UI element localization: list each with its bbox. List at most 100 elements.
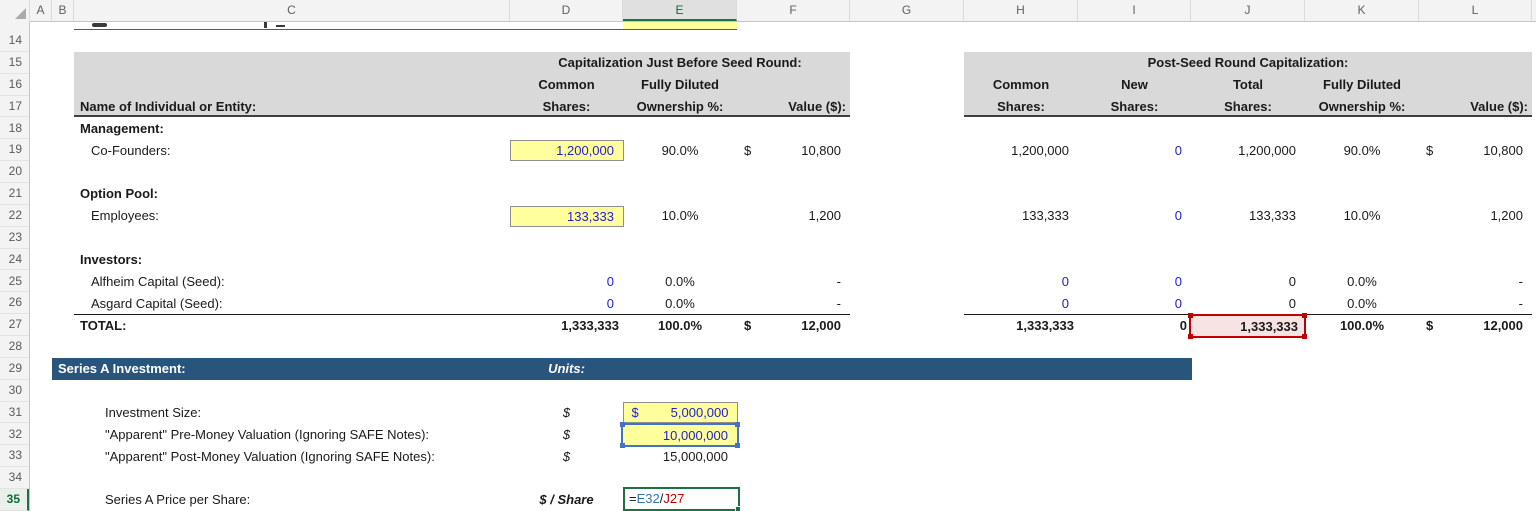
input-cell-pre-money-fill[interactable]	[623, 423, 737, 446]
unit-post-money[interactable]: $	[562, 448, 571, 464]
row-label-post-money[interactable]: "Apparent" Post-Money Valuation (Ignorin…	[105, 448, 435, 464]
row-header-33[interactable]: 33	[0, 445, 29, 468]
pre-seed-title[interactable]: Capitalization Just Before Seed Round:	[558, 55, 802, 70]
pre-seed-col-value[interactable]: Value ($):	[788, 98, 846, 114]
row-header-32[interactable]: 32	[0, 424, 29, 446]
ref-handle[interactable]	[620, 421, 625, 427]
row-header-17[interactable]: 17	[0, 96, 29, 118]
post-seed-col-fd-line2[interactable]: Ownership %:	[1318, 98, 1406, 114]
partial-row-yellow-cell[interactable]	[623, 22, 737, 29]
cell-cofounders-post-new[interactable]: 0	[1174, 142, 1182, 158]
fill-handle[interactable]	[735, 506, 741, 511]
post-seed-col-new-line2[interactable]: Shares:	[1110, 98, 1159, 114]
cell-cofounders-post-pct[interactable]: 90.0%	[1343, 142, 1381, 158]
column-header-K[interactable]: K	[1305, 0, 1419, 21]
column-header-C[interactable]: C	[74, 0, 510, 21]
row-label-asgard[interactable]: Asgard Capital (Seed):	[91, 295, 223, 311]
pre-seed-col-fd-line2[interactable]: Ownership %:	[636, 98, 724, 114]
cell-cofounders-pre-value[interactable]: $10,800	[737, 140, 850, 162]
cell-employees-post-total[interactable]: 133,333	[1249, 208, 1296, 223]
cell-alfheim-post-value[interactable]: -	[1518, 273, 1523, 289]
cell-asgard-post-new[interactable]: 0	[1174, 295, 1182, 311]
cell-total-post-pct[interactable]: 100.0%	[1339, 317, 1385, 333]
cell-total-post-total[interactable]: 1,333,333	[1240, 318, 1298, 334]
cell-alfheim-post-common[interactable]: 0	[1061, 273, 1069, 289]
row-header-16[interactable]: 16	[0, 74, 29, 96]
unit-investment-size[interactable]: $	[562, 404, 571, 420]
row-header-29[interactable]: 29	[0, 358, 29, 380]
post-seed-col-common-line2[interactable]: Shares:	[997, 98, 1045, 114]
cell-asgard-pre-pct[interactable]: 0.0%	[665, 295, 695, 311]
cell-employees-post-common[interactable]: 133,333	[1022, 208, 1069, 223]
row-header-15[interactable]: 15	[0, 52, 29, 74]
cell-employees-pre-value[interactable]: 1,200	[808, 208, 841, 223]
column-header-E-selected[interactable]: E	[623, 0, 737, 21]
row-header-22[interactable]: 22	[0, 205, 29, 227]
unit-price-per-share[interactable]: $ / Share	[539, 492, 594, 507]
cell-total-pre-pct[interactable]: 100.0%	[657, 317, 703, 333]
select-all-corner[interactable]	[0, 0, 30, 22]
post-seed-title[interactable]: Post-Seed Round Capitalization:	[1147, 55, 1349, 70]
formula-reference-red-J27[interactable]: 1,333,333	[1188, 312, 1307, 339]
ref-handle[interactable]	[1188, 312, 1193, 318]
cell-alfheim-post-total[interactable]: 0	[1288, 273, 1296, 289]
series-a-section-bar[interactable]: Series A Investment: Units:	[52, 357, 1192, 380]
cell-alfheim-pre-shares[interactable]: 0	[606, 273, 614, 289]
formula-reference-blue-E32[interactable]: 10,000,000	[620, 421, 740, 448]
post-seed-col-fd-line1[interactable]: Fully Diluted	[1323, 77, 1401, 92]
input-cell-cofounders-shares[interactable]: 1,200,000	[510, 140, 624, 161]
column-header-A[interactable]: A	[30, 0, 52, 21]
cell-asgard-post-pct[interactable]: 0.0%	[1347, 295, 1377, 311]
ref-handle[interactable]	[735, 421, 740, 427]
input-cell-employees-shares[interactable]: 133,333	[510, 205, 624, 227]
column-header-H[interactable]: H	[964, 0, 1078, 21]
cell-alfheim-post-pct[interactable]: 0.0%	[1347, 273, 1377, 289]
row-header-28[interactable]: 28	[0, 336, 29, 358]
row-header-24[interactable]: 24	[0, 249, 29, 271]
row-header-27[interactable]: 27	[0, 314, 29, 337]
cell-employees-post-new[interactable]: 0	[1174, 208, 1182, 223]
ref-handle[interactable]	[620, 442, 625, 448]
cell-alfheim-post-new[interactable]: 0	[1174, 273, 1182, 289]
cell-cofounders-post-value[interactable]: $10,800	[1419, 140, 1532, 162]
post-seed-col-total-line2[interactable]: Shares:	[1224, 98, 1272, 114]
cell-employees-pre-pct[interactable]: 10.0%	[661, 208, 699, 223]
row-label-price-per-share[interactable]: Series A Price per Share:	[105, 492, 251, 507]
cell-cofounders-post-total[interactable]: 1,200,000	[1238, 142, 1296, 158]
cell-total-post-value[interactable]: $12,000	[1419, 315, 1532, 337]
post-seed-col-common-line1[interactable]: Common	[992, 77, 1050, 92]
formula-edit-cell-E35[interactable]: =E32/J27	[623, 487, 741, 511]
row-label-cofounders[interactable]: Co-Founders:	[91, 142, 171, 158]
cell-total-pre-value[interactable]: $12,000	[737, 315, 850, 337]
row-header-20[interactable]: 20	[0, 161, 29, 184]
post-seed-col-value[interactable]: Value ($):	[1470, 98, 1528, 114]
row-header-14[interactable]: 14	[0, 30, 29, 52]
row-label-employees[interactable]: Employees:	[91, 208, 159, 223]
cell-total-post-new[interactable]: 0	[1179, 317, 1187, 333]
cell-asgard-post-common[interactable]: 0	[1061, 295, 1069, 311]
unit-pre-money[interactable]: $	[562, 426, 571, 442]
cell-employees-post-value[interactable]: 1,200	[1490, 208, 1523, 223]
cell-employees-post-pct[interactable]: 10.0%	[1343, 208, 1381, 223]
column-header-D[interactable]: D	[510, 0, 623, 21]
row-header-31[interactable]: 31	[0, 402, 29, 424]
section-label-investors[interactable]: Investors:	[80, 251, 143, 267]
column-header-L[interactable]: L	[1419, 0, 1532, 21]
pre-seed-col-fd-line1[interactable]: Fully Diluted	[641, 77, 719, 92]
column-header-F[interactable]: F	[737, 0, 850, 21]
row-label-alfheim[interactable]: Alfheim Capital (Seed):	[91, 273, 225, 289]
row-label-investment-size[interactable]: Investment Size:	[105, 404, 202, 420]
row-header-34[interactable]: 34	[0, 467, 29, 490]
name-column-header[interactable]: Name of Individual or Entity:	[80, 98, 257, 114]
pre-seed-col-common-line1[interactable]: Common	[538, 77, 595, 92]
row-label-total[interactable]: TOTAL:	[80, 317, 127, 333]
cell-alfheim-pre-pct[interactable]: 0.0%	[665, 273, 695, 289]
row-header-30[interactable]: 30	[0, 380, 29, 402]
column-header-I[interactable]: I	[1078, 0, 1191, 21]
cell-asgard-post-total[interactable]: 0	[1288, 295, 1296, 311]
row-header-26[interactable]: 26	[0, 292, 29, 315]
row-header-35-active[interactable]: 35	[0, 489, 29, 511]
post-seed-col-new-line1[interactable]: New	[1121, 77, 1148, 92]
ref-handle[interactable]	[1302, 333, 1307, 339]
row-label-pre-money[interactable]: "Apparent" Pre-Money Valuation (Ignoring…	[105, 426, 430, 442]
